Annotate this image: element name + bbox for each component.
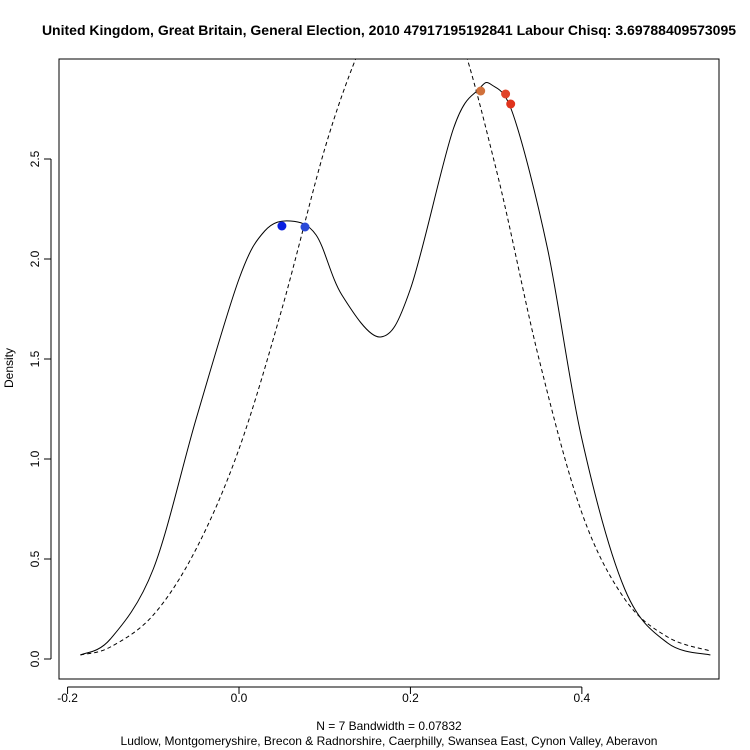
- y-tick-label: 2.5: [28, 150, 42, 167]
- x-tick-label: 0.0: [231, 691, 248, 705]
- y-tick-label: 1.5: [28, 350, 42, 367]
- data-point-2: [300, 222, 310, 232]
- y-tick-label: 0.0: [28, 650, 42, 667]
- y-tick-label: 0.5: [28, 550, 42, 567]
- constituency-list: Ludlow, Montgomeryshire, Brecon & Radnor…: [121, 734, 658, 748]
- y-axis-label: Density: [2, 348, 16, 388]
- x-axis-label: N = 7 Bandwidth = 0.07832: [316, 719, 462, 733]
- x-axis: -0.2 0.0 0.2 0.4: [57, 686, 591, 705]
- data-point-4: [501, 89, 511, 99]
- data-point-3: [476, 86, 486, 96]
- plot-frame: [58, 58, 720, 680]
- x-tick-label: 0.2: [402, 691, 419, 705]
- kde-density-curve: [80, 81, 711, 656]
- y-tick-label: 1.0: [28, 450, 42, 467]
- normal-reference-curve: [80, 59, 711, 656]
- y-axis: 0.0 0.5 1.0 1.5 2.0 2.5: [28, 150, 52, 667]
- data-point-5: [506, 99, 516, 109]
- x-tick-label: -0.2: [57, 691, 78, 705]
- chart-title: United Kingdom, Great Britain, General E…: [42, 22, 736, 38]
- y-tick-label: 2.0: [28, 250, 42, 267]
- x-tick-label: 0.4: [574, 691, 591, 705]
- data-point-1: [277, 221, 287, 231]
